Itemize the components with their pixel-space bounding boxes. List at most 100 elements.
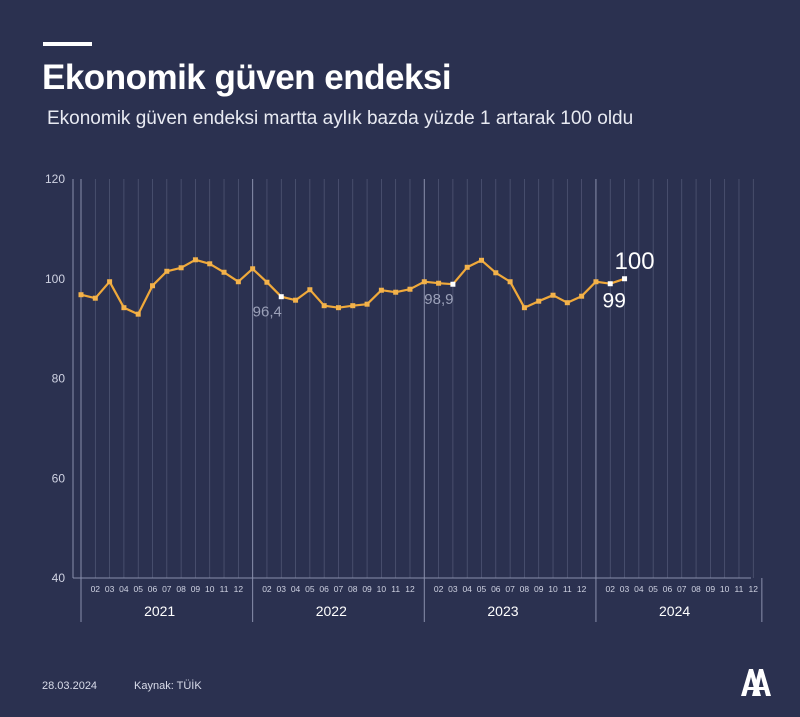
- data-point: [407, 286, 413, 292]
- month-tick-label: 02: [262, 584, 272, 594]
- month-tick-label: 03: [620, 584, 630, 594]
- month-tick-label: 12: [234, 584, 244, 594]
- data-point: [378, 287, 384, 293]
- data-point: [264, 279, 270, 285]
- month-tick-label: 11: [391, 584, 400, 594]
- month-tick-label: 08: [176, 584, 186, 594]
- month-tick-label: 08: [520, 584, 530, 594]
- month-tick-label: 05: [133, 584, 143, 594]
- year-label: 2023: [487, 603, 518, 619]
- month-tick-label: 07: [677, 584, 687, 594]
- y-tick-label: 100: [45, 272, 65, 286]
- month-tick-label: 08: [691, 584, 701, 594]
- month-tick-label: 07: [334, 584, 344, 594]
- month-tick-label: 09: [706, 584, 716, 594]
- year-label: 2022: [316, 603, 347, 619]
- month-tick-label: 07: [162, 584, 172, 594]
- data-point: [593, 279, 599, 285]
- title-accent-bar: [43, 42, 92, 46]
- month-tick-label: 10: [720, 584, 730, 594]
- month-tick-label: 04: [119, 584, 129, 594]
- data-point: [536, 298, 542, 304]
- data-point: [421, 279, 427, 285]
- data-point: [278, 294, 284, 300]
- month-tick-label: 09: [534, 584, 544, 594]
- month-tick-label: 07: [505, 584, 515, 594]
- month-tick-label: 05: [648, 584, 658, 594]
- month-tick-label: 11: [220, 584, 229, 594]
- month-tick-label: 12: [405, 584, 415, 594]
- data-point: [550, 292, 556, 298]
- data-point: [564, 300, 570, 306]
- data-point: [607, 281, 613, 287]
- month-tick-label: 02: [434, 584, 444, 594]
- data-point: [335, 305, 341, 311]
- data-point: [321, 303, 327, 309]
- data-label: 98,9: [424, 291, 453, 308]
- month-tick-label: 03: [277, 584, 287, 594]
- page-title: Ekonomik güven endeksi: [42, 58, 452, 97]
- month-tick-label: 04: [462, 584, 472, 594]
- month-tick-label: 10: [548, 584, 558, 594]
- data-point: [178, 265, 184, 271]
- month-tick-label: 05: [305, 584, 315, 594]
- data-point: [393, 289, 399, 295]
- data-point: [107, 279, 113, 285]
- month-tick-label: 11: [563, 584, 572, 594]
- data-point: [622, 276, 628, 282]
- month-tick-label: 02: [91, 584, 101, 594]
- data-point: [307, 287, 313, 293]
- data-point: [164, 268, 170, 274]
- data-point: [150, 283, 156, 289]
- data-point: [507, 279, 513, 285]
- data-point: [207, 261, 213, 267]
- month-tick-label: 09: [191, 584, 201, 594]
- data-label: 100: [615, 248, 655, 275]
- month-tick-label: 04: [634, 584, 644, 594]
- publish-date: 28.03.2024: [42, 680, 98, 692]
- month-tick-label: 06: [491, 584, 501, 594]
- month-tick-label: 10: [377, 584, 387, 594]
- data-point: [293, 297, 299, 303]
- y-tick-label: 80: [52, 372, 66, 386]
- data-point: [450, 281, 456, 287]
- year-label: 2021: [144, 603, 175, 619]
- data-point: [479, 257, 485, 263]
- month-tick-label: 12: [577, 584, 587, 594]
- data-point: [235, 279, 241, 285]
- data-point: [192, 257, 198, 263]
- data-point: [464, 264, 470, 270]
- data-point: [78, 292, 84, 298]
- data-point: [135, 311, 141, 317]
- y-tick-label: 120: [45, 172, 65, 186]
- month-tick-label: 11: [735, 584, 744, 594]
- data-point: [364, 301, 370, 307]
- data-point: [493, 270, 499, 276]
- data-point: [221, 269, 227, 275]
- month-tick-label: 03: [448, 584, 458, 594]
- month-tick-label: 06: [148, 584, 158, 594]
- month-tick-label: 08: [348, 584, 358, 594]
- month-tick-label: 10: [205, 584, 215, 594]
- y-tick-label: 60: [52, 471, 66, 485]
- page-subtitle: Ekonomik güven endeksi martta aylık bazd…: [47, 108, 634, 129]
- month-tick-label: 09: [362, 584, 372, 594]
- data-point: [436, 280, 442, 286]
- data-point: [350, 303, 356, 309]
- data-point: [579, 293, 585, 299]
- year-label: 2024: [659, 603, 690, 619]
- source-credit: Kaynak: TÜİK: [134, 680, 202, 692]
- data-point: [121, 305, 127, 311]
- month-tick-label: 03: [105, 584, 115, 594]
- data-label: 96,4: [253, 304, 282, 321]
- data-point: [521, 305, 527, 311]
- month-tick-label: 06: [319, 584, 329, 594]
- y-tick-label: 40: [52, 571, 66, 585]
- data-point: [250, 266, 256, 272]
- month-tick-label: 02: [606, 584, 616, 594]
- month-tick-label: 12: [749, 584, 759, 594]
- data-point: [92, 295, 98, 301]
- month-tick-label: 04: [291, 584, 301, 594]
- aa-logo-icon: [741, 669, 771, 696]
- data-label: 99: [603, 290, 626, 313]
